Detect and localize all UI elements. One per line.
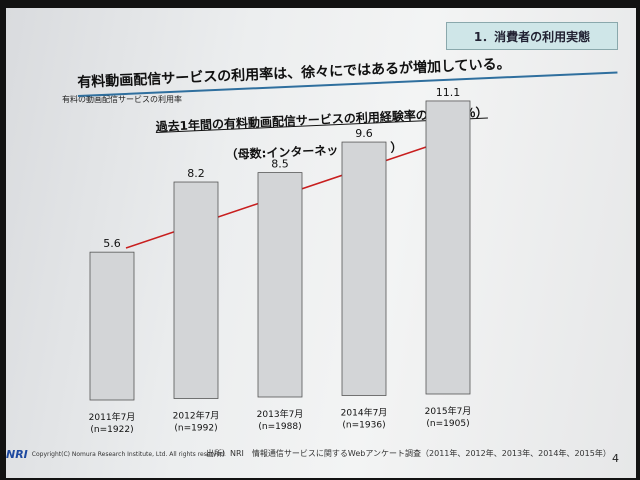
category-label-3: 2013年7月: [257, 408, 304, 420]
category-label-2: 2012年7月: [173, 410, 220, 422]
category-label-4: 2014年7月: [341, 407, 388, 419]
category-note-3: (n=1988): [258, 422, 301, 432]
value-label-4: 9.6: [355, 127, 373, 140]
value-label-3: 8.5: [271, 158, 289, 171]
footer-left: NRI Copyright(C) Nomura Research Institu…: [6, 448, 226, 461]
value-label-2: 8.2: [187, 167, 205, 180]
value-label-5: 11.1: [436, 86, 461, 99]
footer-source: 出所）NRI 情報通信サービスに関するWebアンケート調査（2011年、2012…: [206, 449, 611, 458]
category-note-1: (n=1922): [90, 425, 133, 435]
section-tag: 1．消費者の利用実態: [446, 22, 618, 50]
slide: 1．消費者の利用実態 有料の動画配信サービスの利用率 有料動画配信サービスの利用…: [6, 8, 636, 478]
page-label: 有料の動画配信サービスの利用率: [62, 95, 182, 104]
bar-4: [341, 141, 387, 396]
bar-3: [257, 172, 303, 398]
category-note-4: (n=1936): [342, 421, 385, 431]
bar-2: [173, 181, 219, 399]
footer-copyright: Copyright(C) Nomura Research Institute, …: [31, 451, 226, 458]
category-label-5: 2015年7月: [425, 405, 472, 417]
category-label-1: 2011年7月: [89, 411, 136, 423]
bar-1: [89, 251, 135, 401]
bar-5: [425, 100, 471, 395]
bar-chart: 5.6 2011年7月 (n=1922) 8.2 2012年7月 (n=1992) 8.5 2…: [89, 86, 472, 435]
page-number: 4: [612, 452, 619, 465]
nri-logo: NRI: [6, 448, 28, 461]
value-label-1: 5.6: [103, 237, 121, 250]
category-note-2: (n=1992): [174, 424, 217, 434]
category-note-5: (n=1905): [426, 419, 469, 429]
